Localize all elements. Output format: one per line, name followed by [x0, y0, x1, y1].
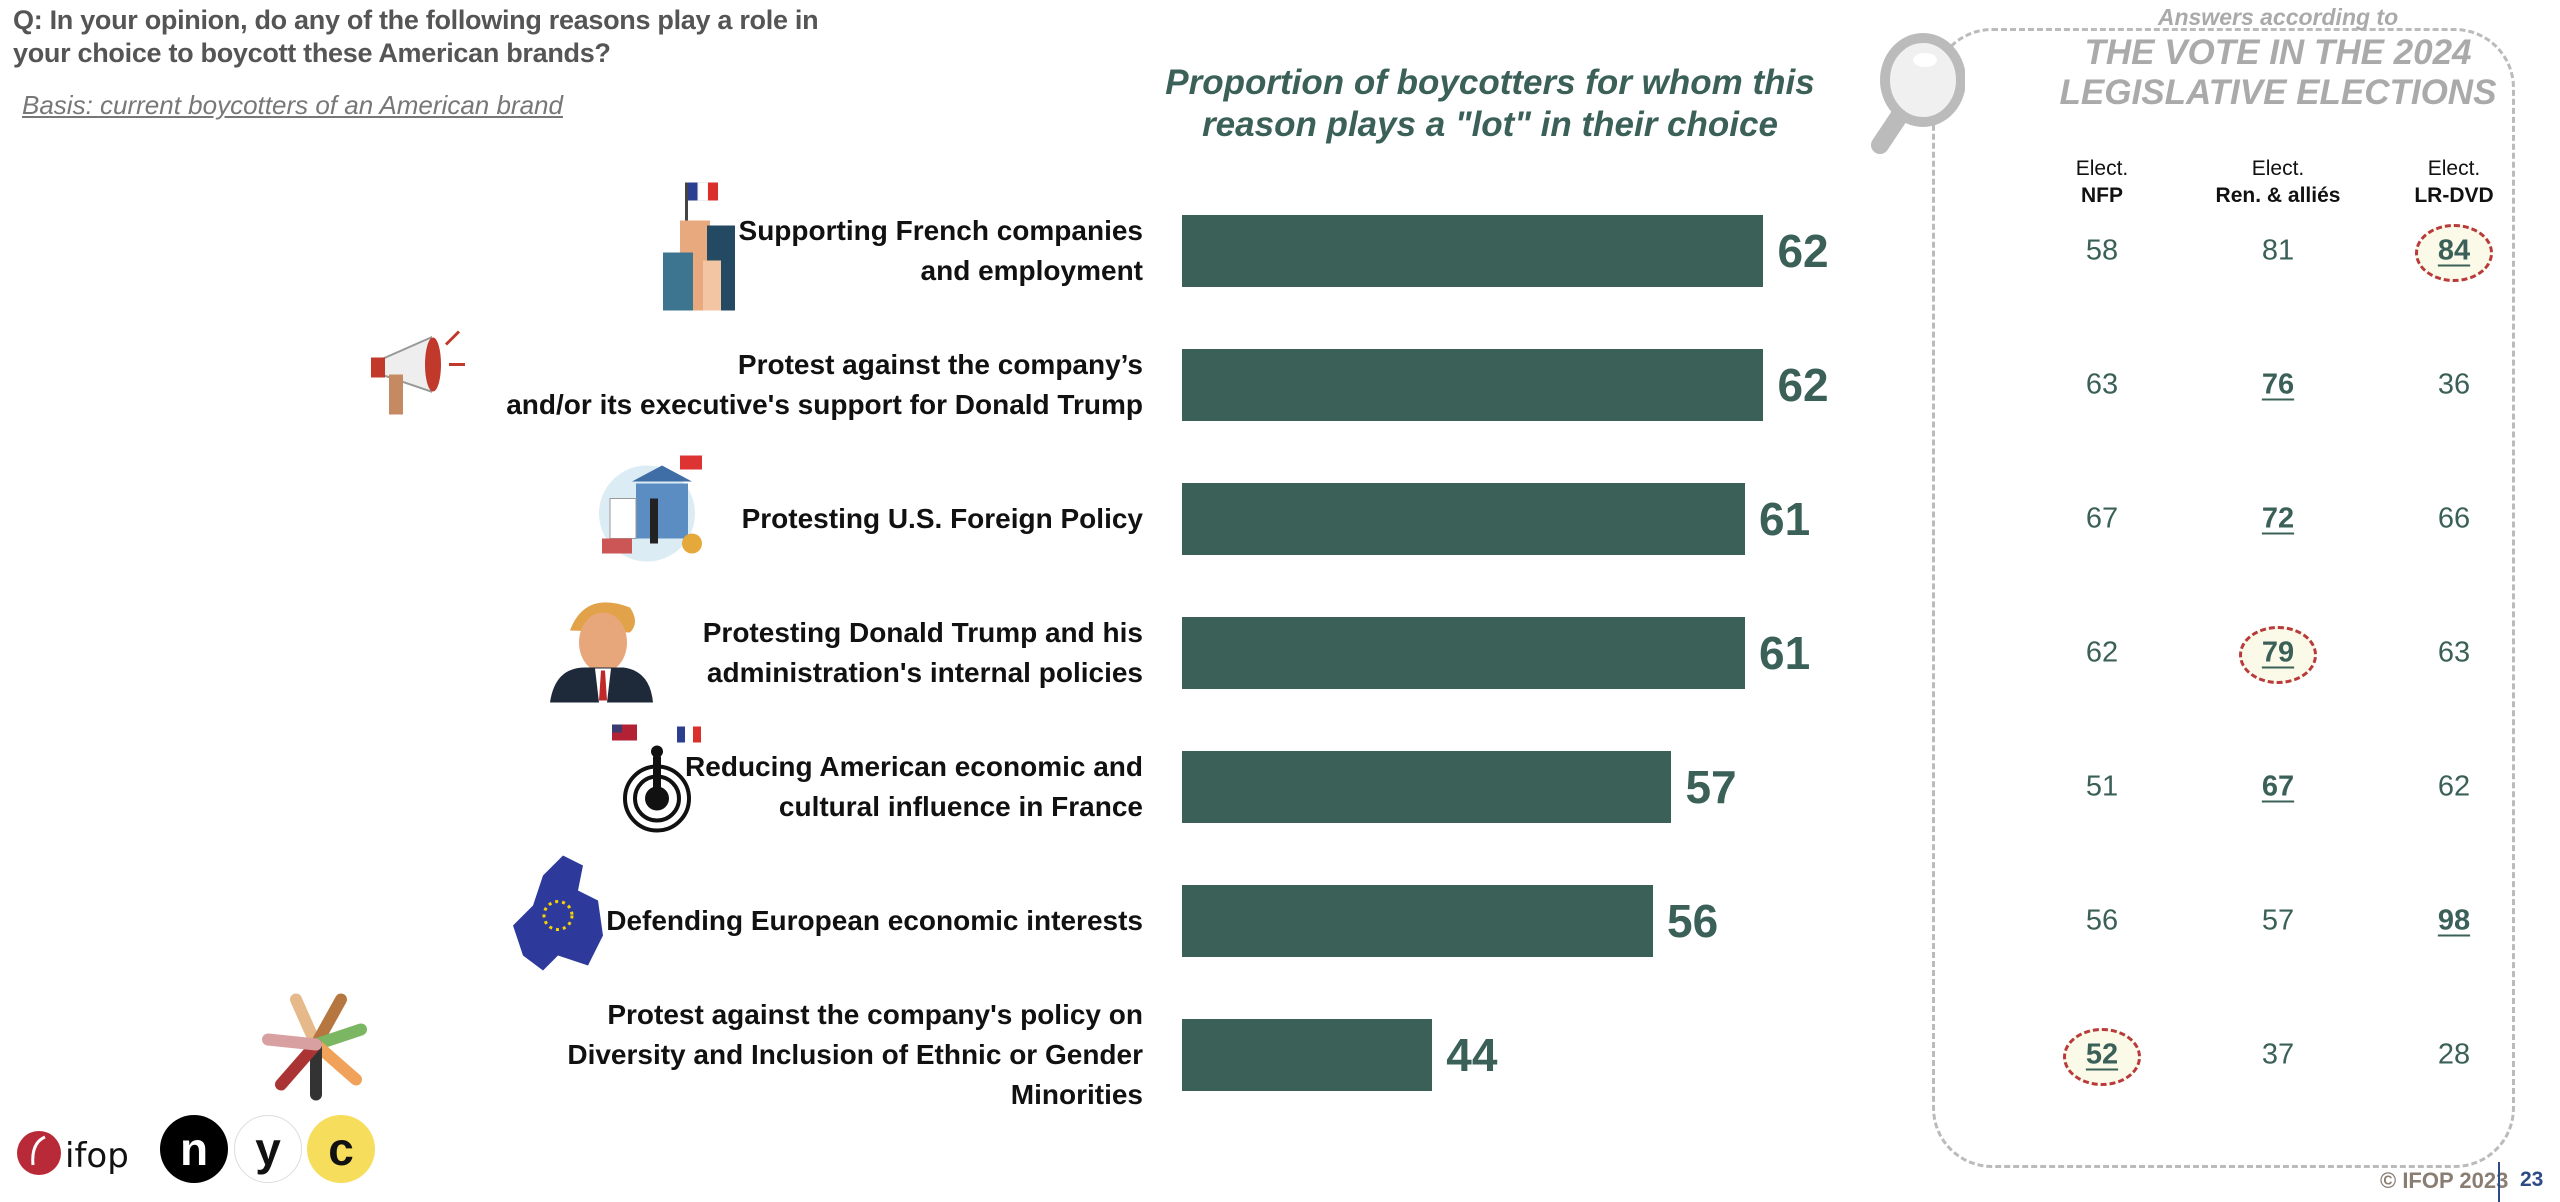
copyright: © IFOP 2023 — [2380, 1168, 2509, 1193]
column-header-top: Elect. — [2075, 157, 2129, 180]
category-label-line: Protest against the company's policy on — [607, 999, 1143, 1030]
table-cell: 36 — [2437, 368, 2471, 401]
column-header: Elect. Ren. & alliés — [2178, 155, 2378, 209]
diverse-hands-icon — [256, 985, 376, 1110]
table-cell: 56 — [2085, 904, 2119, 937]
table-cell: 58 — [2085, 234, 2119, 267]
page-number: 23 — [2520, 1168, 2544, 1191]
table-cell: 72 — [2261, 502, 2295, 535]
logo-c: c — [307, 1115, 375, 1183]
category-label-line: Supporting French companies — [738, 215, 1143, 246]
column-header-top: Elect. — [2251, 157, 2305, 180]
highlight-circle — [2063, 1028, 2141, 1086]
question: Q: In your opinion, do any of the follow… — [13, 4, 1013, 70]
logo-y: y — [234, 1115, 302, 1183]
data-label: 61 — [1759, 627, 1811, 679]
data-label: 44 — [1446, 1029, 1498, 1081]
bar — [1182, 885, 1654, 957]
ifop-logo: ifop — [17, 1131, 129, 1176]
category-label-line: administration's internal policies — [706, 657, 1143, 688]
column-header-group: LR-DVD — [2414, 184, 2494, 207]
table-cell: 66 — [2437, 502, 2471, 535]
bar — [1182, 1019, 1433, 1091]
category-label-line: and employment — [920, 255, 1143, 286]
chart-title-line-2: reason plays a "lot" in their choice — [1202, 105, 1778, 144]
category-label: Protest against the company's policy on D… — [443, 995, 1143, 1115]
category-label-line: Protest against the company’s — [737, 349, 1143, 380]
category-label-line: Reducing American economic and — [685, 751, 1143, 782]
category-label-line: cultural influence in France — [778, 791, 1143, 822]
bar — [1182, 483, 1746, 555]
data-label: 56 — [1667, 895, 1719, 947]
table-cell: 76 — [2261, 368, 2295, 401]
category-label: Supporting French companies and employmen… — [443, 211, 1143, 291]
column-header: Elect. LR-DVD — [2354, 155, 2554, 209]
basis-note: Basis: current boycotters of an American… — [22, 90, 563, 120]
table-cell: 62 — [2085, 636, 2119, 669]
bar — [1182, 215, 1764, 287]
category-label: Protesting Donald Trump and his administr… — [443, 613, 1143, 693]
buildings-french-flag-icon — [645, 171, 755, 316]
column-header: Elect. NFP — [2002, 155, 2202, 209]
category-label: Defending European economic interests — [443, 901, 1143, 941]
table-cell: 63 — [2437, 636, 2471, 669]
column-header-group: Ren. & alliés — [2215, 184, 2341, 207]
government-building-us-flag-icon — [592, 454, 722, 569]
table-cell: 52 — [2085, 1038, 2119, 1071]
table-cell: 84 — [2437, 234, 2471, 267]
column-header-group: NFP — [2081, 184, 2123, 207]
panel-title-line-1: THE VOTE IN THE 2024 — [2084, 33, 2472, 72]
chart-title-line-1: Proportion of boycotters for whom this — [1165, 63, 1815, 102]
category-label: Protest against the company’s and/or its … — [443, 345, 1143, 425]
table-cell: 57 — [2261, 904, 2295, 937]
target-flags-icon — [597, 717, 717, 842]
megaphone-icon — [361, 320, 471, 435]
category-label-line: Diversity and Inclusion of Ethnic or Gen… — [567, 1039, 1143, 1110]
svg-text:ifop: ifop — [65, 1136, 129, 1176]
table-cell: 67 — [2085, 502, 2119, 535]
question-line-2: your choice to boycott these American br… — [13, 38, 611, 68]
panel-frame — [1932, 28, 2515, 1168]
table-cell: 81 — [2261, 234, 2295, 267]
europe-map-icon — [503, 846, 613, 981]
panel-title: THE VOTE IN THE 2024 LEGISLATIVE ELECTIO… — [1978, 33, 2560, 113]
table-cell: 79 — [2261, 636, 2295, 669]
column-header-top: Elect. — [2427, 157, 2481, 180]
data-label: 62 — [1777, 359, 1829, 411]
table-cell: 51 — [2085, 770, 2119, 803]
highlight-circle — [2415, 224, 2493, 282]
trump-portrait-icon — [545, 583, 655, 708]
table-cell: 37 — [2261, 1038, 2295, 1071]
page-divider — [2498, 1162, 2500, 1202]
bar — [1182, 617, 1746, 689]
category-label-line: Defending European economic interests — [606, 905, 1143, 936]
logo-n: n — [160, 1115, 228, 1183]
table-cell: 62 — [2437, 770, 2471, 803]
bar — [1182, 751, 1672, 823]
question-line-1: Q: In your opinion, do any of the follow… — [13, 5, 819, 35]
table-cell: 67 — [2261, 770, 2295, 803]
panel-subtitle: Answers according to — [2157, 4, 2399, 30]
category-label-line: Protesting U.S. Foreign Policy — [741, 503, 1143, 534]
chart-title: Proportion of boycotters for whom this r… — [1090, 62, 1890, 146]
bar — [1182, 349, 1764, 421]
data-label: 62 — [1777, 225, 1829, 277]
table-cell: 28 — [2437, 1038, 2471, 1071]
table-cell: 98 — [2437, 904, 2471, 937]
category-label: Reducing American economic and cultural i… — [443, 747, 1143, 827]
category-label: Protesting U.S. Foreign Policy — [443, 499, 1143, 539]
category-label-line: Protesting Donald Trump and his — [702, 617, 1143, 648]
table-cell: 63 — [2085, 368, 2119, 401]
highlight-circle — [2239, 626, 2317, 684]
data-label: 57 — [1685, 761, 1737, 813]
data-label: 61 — [1759, 493, 1811, 545]
category-label-line: and/or its executive's support for Donal… — [506, 389, 1143, 420]
magnifier-icon — [1871, 33, 1965, 154]
panel-title-line-2: LEGISLATIVE ELECTIONS — [2059, 73, 2497, 112]
